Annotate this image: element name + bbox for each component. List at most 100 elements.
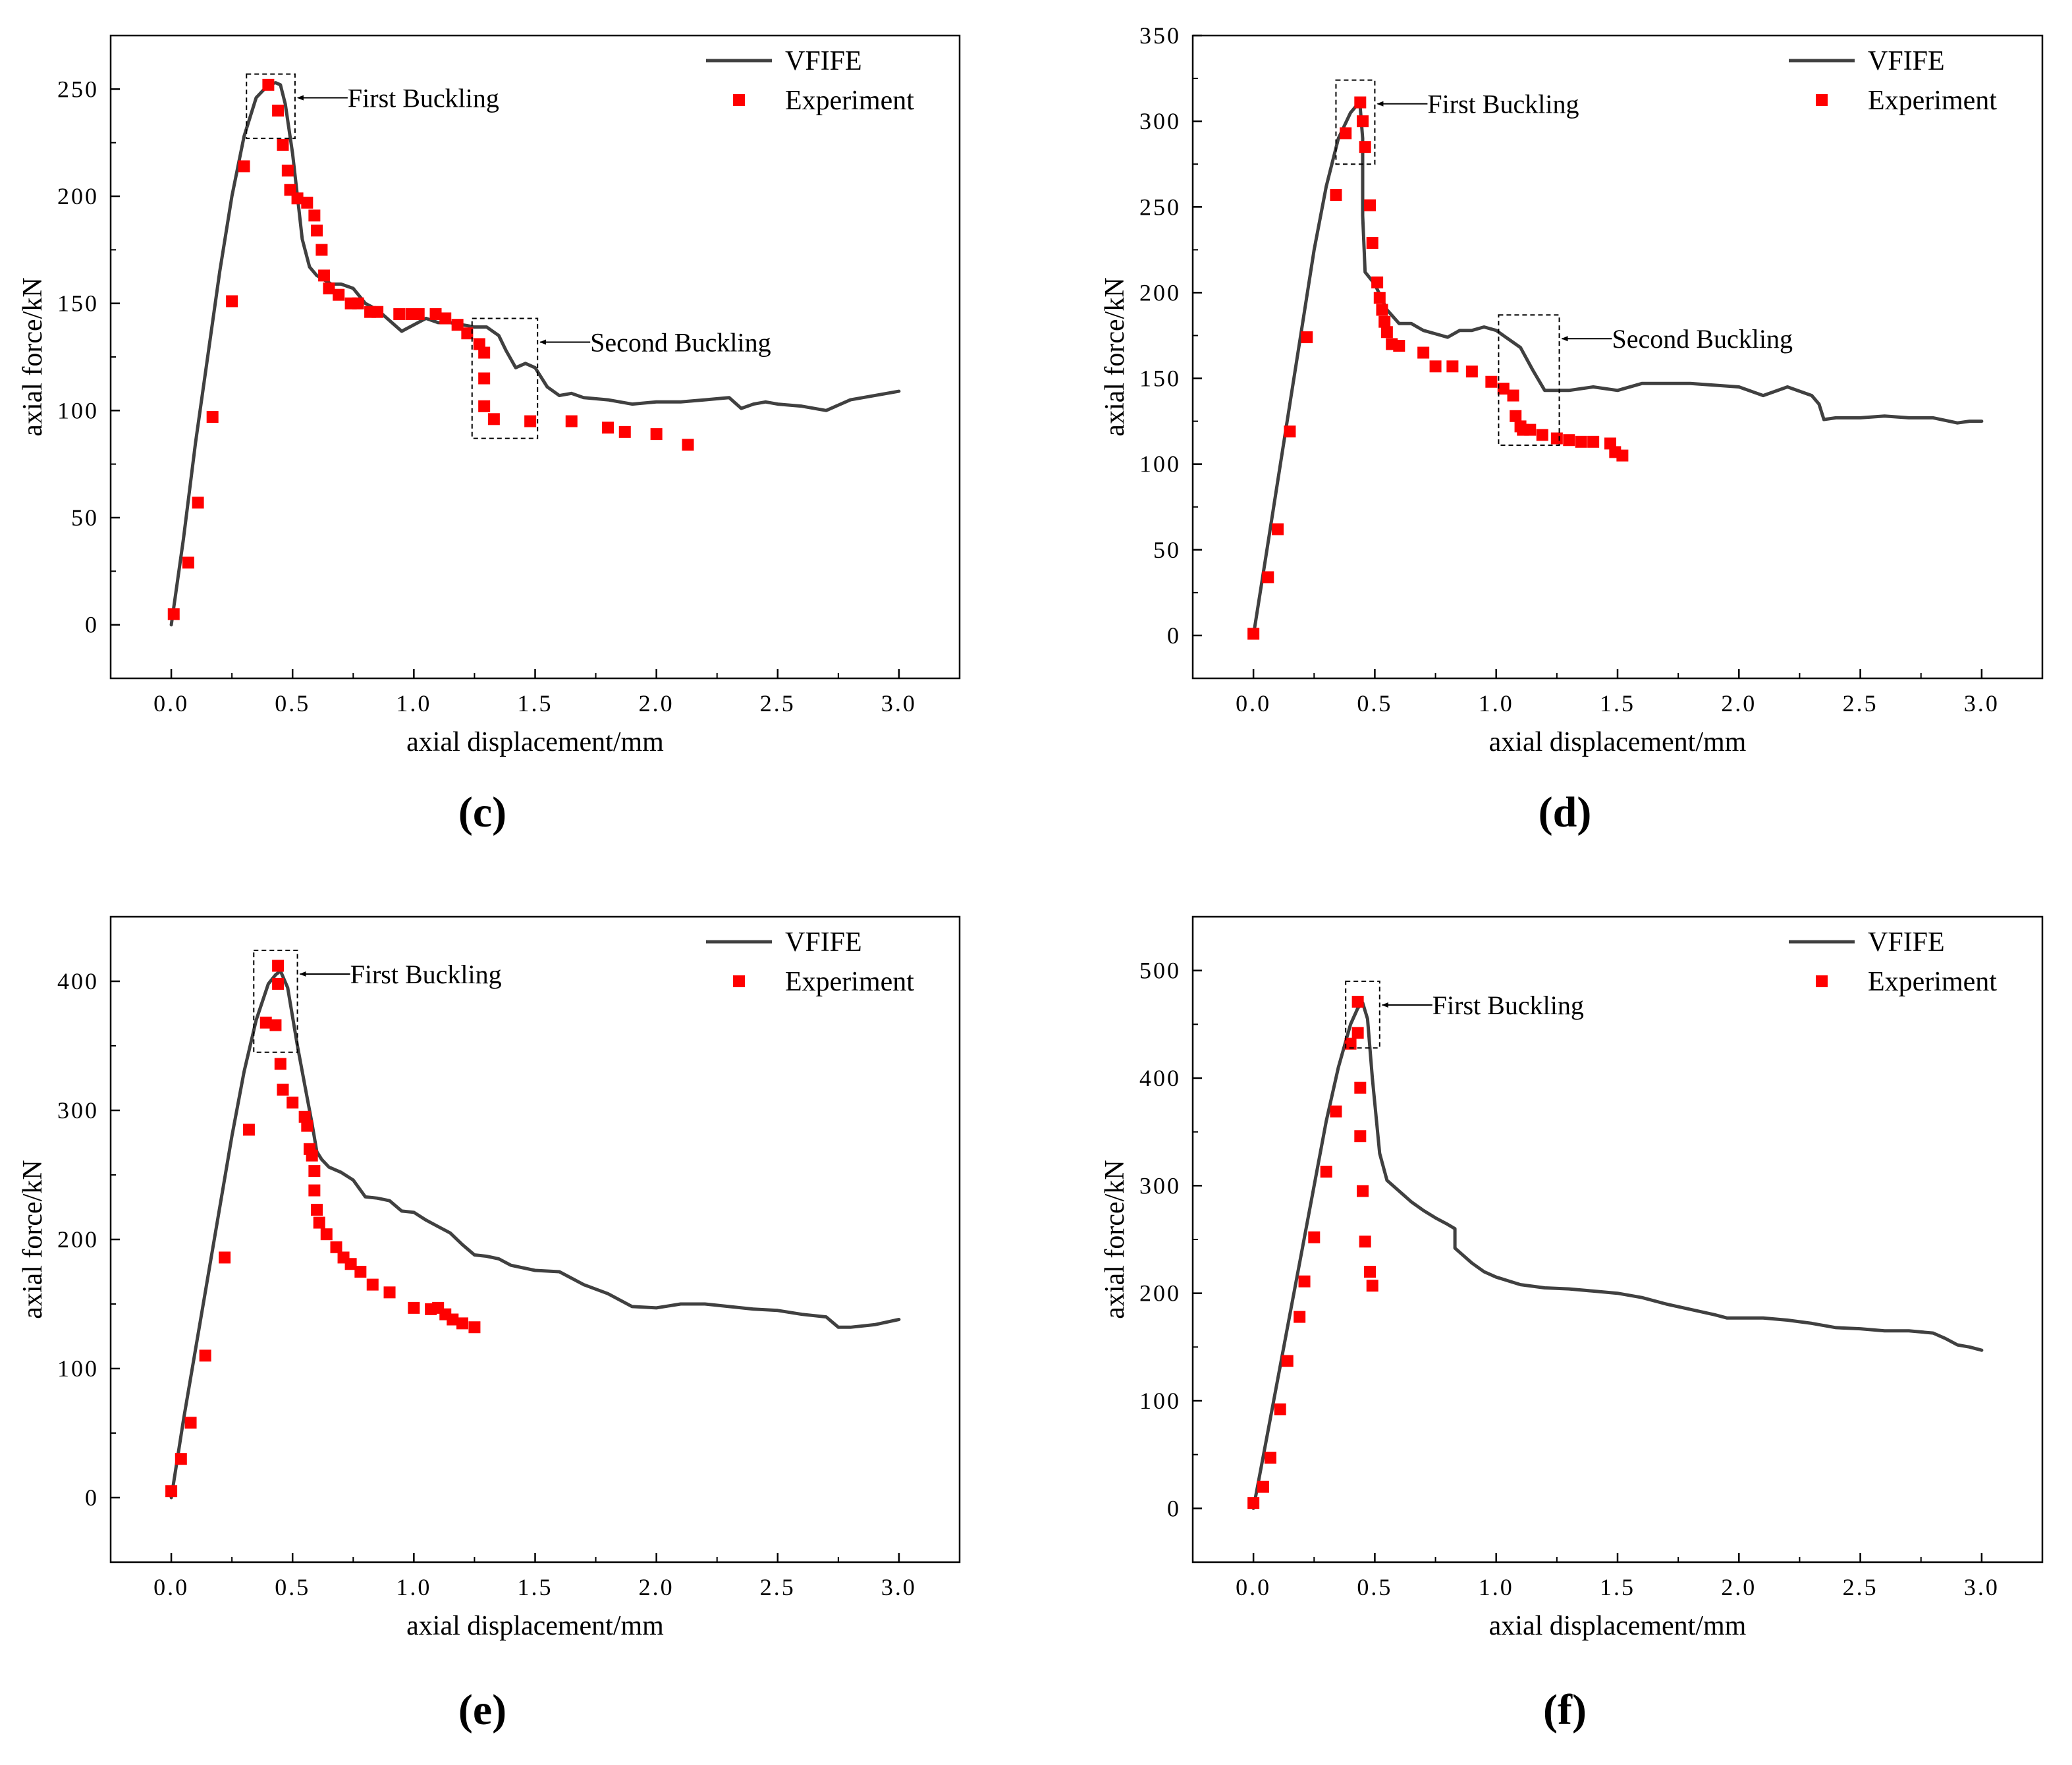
experiment-point [1354, 1081, 1367, 1094]
x-tick-label: 1.0 [396, 1574, 431, 1600]
x-tick-label: 0.5 [275, 1574, 310, 1600]
experiment-point [1524, 423, 1537, 436]
y-tick-label: 500 [1139, 958, 1181, 984]
legend-marker-swatch [733, 94, 745, 106]
experiment-point [1465, 366, 1478, 378]
experiment-point [478, 400, 491, 412]
experiment-point [1284, 425, 1296, 438]
experiment-point [682, 439, 694, 451]
experiment-point [1616, 449, 1629, 462]
y-tick-label: 300 [1139, 108, 1181, 134]
experiment-point [352, 297, 364, 310]
experiment-point [1380, 326, 1393, 339]
annotation-box [246, 73, 296, 140]
x-tick-label: 2.5 [1843, 1574, 1878, 1600]
experiment-point [306, 1149, 318, 1162]
x-tick-label: 2.0 [1721, 690, 1757, 717]
experiment-point [344, 1258, 357, 1270]
x-tick-label: 0.0 [153, 690, 189, 717]
y-tick-label: 250 [1139, 194, 1181, 220]
experiment-point [199, 1349, 211, 1362]
experiment-point [308, 1165, 321, 1178]
experiment-point [1366, 1280, 1378, 1292]
experiment-point [1320, 1166, 1332, 1178]
experiment-point [1378, 315, 1391, 328]
experiment-point [269, 1019, 282, 1031]
legend-marker-swatch [1816, 94, 1828, 106]
y-tick-label: 0 [85, 1484, 99, 1511]
experiment-point [1298, 1275, 1311, 1288]
x-tick-label: 0.0 [1236, 690, 1271, 717]
legend-label: Experiment [1868, 86, 1997, 116]
plot-frame [1191, 915, 2044, 1563]
annotation-box [1335, 79, 1376, 165]
experiment-point [412, 308, 425, 320]
legend-marker-swatch [1816, 975, 1828, 987]
plot-frame [1191, 34, 2044, 680]
experiment-point [1351, 1027, 1364, 1039]
chart-panel-e: 0.0 0.5 1.0 1.5 2.0 2.5 3.0 0 100 200 300 400 axial … [18, 915, 961, 1734]
x-tick-label: 1.0 [396, 690, 431, 717]
experiment-point [274, 1058, 286, 1070]
experiment-point [330, 1241, 342, 1253]
experiment-point [478, 346, 491, 359]
experiment-point [286, 1097, 299, 1109]
panel-label: (d) [1539, 788, 1592, 836]
experiment-point [487, 413, 500, 425]
x-tick-label: 2.0 [639, 690, 674, 717]
experiment-point [272, 960, 285, 972]
y-axis-label: axial force/kN [1100, 277, 1130, 436]
experiment-point [1575, 435, 1587, 448]
experiment-point [408, 1301, 420, 1314]
x-tick-label: 1.5 [518, 690, 553, 717]
experiment-point [1308, 1231, 1321, 1243]
series-line-vfife [169, 81, 901, 627]
y-tick-label: 250 [57, 76, 99, 102]
x-tick-label: 0.0 [153, 1574, 189, 1600]
y-tick-label: 200 [1139, 1280, 1181, 1307]
annotation-box [471, 317, 539, 439]
y-tick-label: 100 [1139, 451, 1181, 477]
experiment-point [1371, 276, 1384, 288]
annotation-text: First Buckling [350, 960, 502, 989]
experiment-point [238, 160, 250, 173]
experiment-point [301, 1120, 314, 1132]
y-tick-label: 300 [57, 1097, 99, 1124]
chart-panel-d: 0.0 0.5 1.0 1.5 2.0 2.5 3.0 0 50 100 150 200 250 300 3… [1100, 22, 2044, 836]
experiment-point [301, 196, 314, 209]
experiment-point [242, 1124, 255, 1136]
y-tick-label: 0 [1167, 1495, 1181, 1521]
y-axis-label: axial force/kN [18, 277, 48, 436]
experiment-point [182, 557, 194, 569]
experiment-point [272, 977, 285, 990]
experiment-point [1366, 236, 1378, 249]
x-tick-label: 3.0 [881, 1574, 917, 1600]
experiment-point [1393, 340, 1405, 352]
x-tick-label: 0.0 [1236, 1574, 1271, 1600]
x-tick-label: 2.0 [1721, 1574, 1757, 1600]
y-tick-label: 50 [71, 504, 99, 531]
experiment-point [313, 1216, 325, 1229]
experiment-point [277, 1083, 289, 1096]
legend-label: VFIFE [785, 927, 862, 958]
experiment-point [1357, 1185, 1369, 1197]
experiment-point [371, 306, 384, 318]
y-tick-label: 400 [1139, 1065, 1181, 1091]
experiment-point [383, 1286, 396, 1299]
experiment-point [318, 269, 331, 282]
annotation-box [1345, 981, 1380, 1049]
experiment-point [524, 415, 537, 427]
legend-label: Experiment [785, 967, 914, 997]
x-tick-label: 1.5 [1600, 1574, 1635, 1600]
experiment-point [262, 78, 275, 91]
experiment-point [1359, 1236, 1371, 1248]
y-tick-label: 200 [57, 1226, 99, 1253]
experiment-point [1247, 628, 1260, 640]
y-tick-label: 50 [1153, 537, 1181, 563]
experiment-point [167, 608, 180, 620]
experiment-point [1507, 389, 1519, 402]
experiment-point [1262, 571, 1274, 584]
experiment-point [323, 282, 335, 294]
experiment-point [1344, 1037, 1357, 1050]
experiment-point [219, 1251, 231, 1264]
